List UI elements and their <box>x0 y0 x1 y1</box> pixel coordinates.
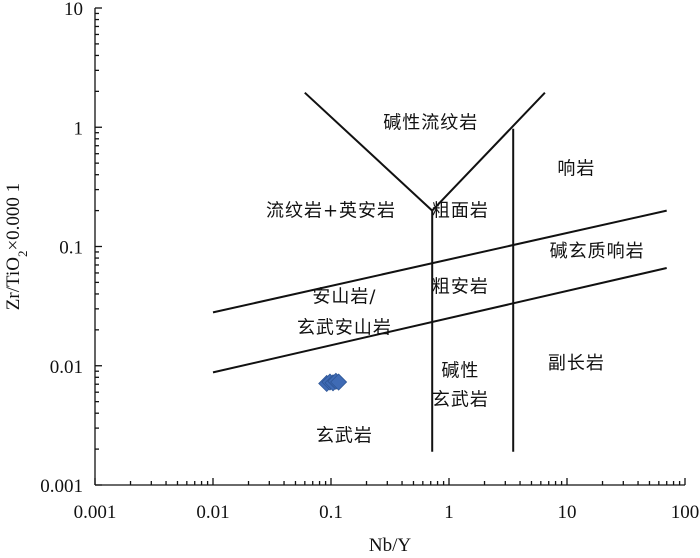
y-tick-label: 0.1 <box>59 238 83 259</box>
y-tick-label: 0.01 <box>50 357 83 378</box>
x-tick-label: 0.1 <box>319 502 343 523</box>
field-boundaries <box>212 91 667 452</box>
y-tick-label: 1 <box>74 118 84 139</box>
field-label: 玄武岩 <box>432 390 489 411</box>
y-axis-title-suffix: ×0.000 1 <box>3 183 24 251</box>
x-tick-labels: 0.001 0.01 0.1 1 10 100 <box>74 502 700 523</box>
x-tick-label: 100 <box>671 502 700 523</box>
y-tick-labels: 0.001 0.01 0.1 1 10 <box>40 0 83 497</box>
x-axis-title: Nb/Y <box>369 535 412 556</box>
data-point-marker <box>330 373 348 391</box>
field-boundary-line <box>304 91 433 212</box>
field-label: 碱玄质响岩 <box>550 241 645 262</box>
x-tick-label: 0.001 <box>74 502 117 523</box>
x-tick-label: 10 <box>558 502 577 523</box>
field-label: 玄武岩 <box>316 426 373 447</box>
x-tick-label: 0.01 <box>196 502 229 523</box>
x-tick-label: 1 <box>444 502 454 523</box>
field-label: 碱性 <box>441 361 479 382</box>
field-label: 玄武安山岩 <box>297 317 392 338</box>
data-points <box>318 372 348 393</box>
y-tick-label: 0.001 <box>40 476 83 497</box>
y-axis-title-sub: 2 <box>15 251 30 258</box>
y-tick-label: 10 <box>64 0 83 20</box>
field-label: 粗安岩 <box>432 277 489 298</box>
field-label: 碱性流纹岩 <box>383 112 478 133</box>
field-label: 流纹岩+英安岩 <box>266 201 396 222</box>
field-boundary-line <box>212 267 667 374</box>
field-label: 安山岩/ <box>312 287 376 308</box>
field-label: 响岩 <box>557 159 595 180</box>
axes <box>94 7 686 486</box>
field-boundary-line <box>212 209 667 314</box>
field-boundary-line <box>431 92 546 212</box>
field-label: 粗面岩 <box>432 201 489 222</box>
y-axis-title-main: Zr/TiO <box>3 257 24 310</box>
field-label: 副长岩 <box>548 353 605 374</box>
y-axis-title: Zr/TiO2×0.000 1 <box>3 183 30 310</box>
